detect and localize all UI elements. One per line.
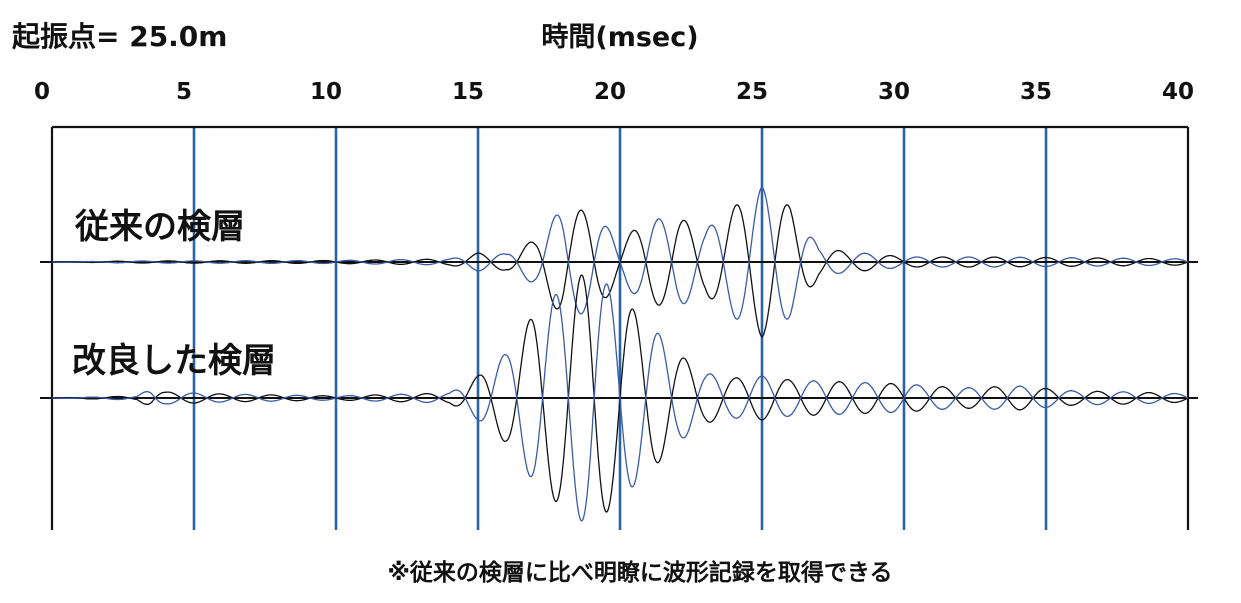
waveform-series — [52, 186, 1189, 320]
footnote: ※従来の検層に比べ明瞭に波形記録を取得できる — [388, 559, 893, 586]
waveform-series — [52, 283, 1189, 522]
x-tick-label: 40 — [1162, 79, 1194, 105]
x-tick-label: 5 — [176, 79, 192, 105]
x-tick-label: 0 — [34, 79, 50, 105]
traces — [40, 186, 1198, 522]
trace-label-conventional: 従来の検層 — [74, 207, 245, 247]
x-tick-label: 20 — [594, 79, 626, 105]
source-label: 起振点= 25.0m — [12, 20, 227, 53]
x-tick-labels: 0 5 10 15 20 25 30 35 40 — [34, 79, 1194, 105]
vertical-gridlines — [192, 127, 1048, 530]
x-tick-label: 35 — [1020, 79, 1052, 105]
x-tick-label: 30 — [878, 79, 910, 105]
x-tick-label: 15 — [452, 79, 484, 105]
x-tick-label: 25 — [736, 79, 768, 105]
axis-title: 時間(msec) — [541, 22, 698, 53]
x-tick-label: 10 — [310, 79, 342, 105]
plot-frame — [50, 125, 1190, 530]
trace-label-improved: 改良した検層 — [72, 341, 276, 381]
